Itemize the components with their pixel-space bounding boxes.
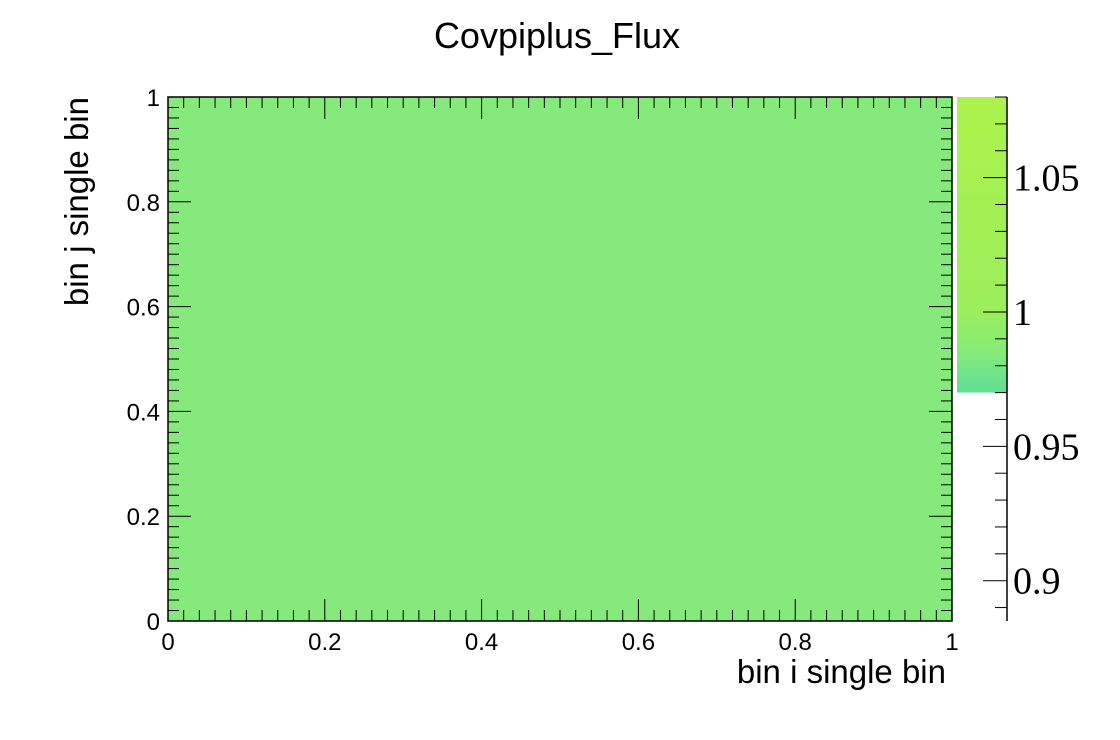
x-tick-label: 0.2 — [308, 629, 341, 656]
chart-title: Covpiplus_Flux — [434, 15, 680, 56]
y-axis-ticks: 0 0.2 0.4 0.6 0.8 1 — [127, 85, 952, 636]
y-tick-label: 0.2 — [127, 504, 160, 531]
y-tick-label: 0.6 — [127, 295, 160, 322]
x-axis-ticks: 0 0.2 0.4 0.6 0.8 1 — [161, 97, 959, 656]
z-tick-label: 1.05 — [1013, 158, 1080, 200]
x-tick-label: 0.8 — [779, 629, 812, 656]
y-tick-label: 0 — [147, 609, 160, 636]
plot-area: 0 0.2 0.4 0.6 0.8 1 0 0.2 0.4 0.6 0.8 1 — [127, 85, 959, 656]
z-tick-label: 0.95 — [1013, 426, 1080, 468]
x-axis-title: bin i single bin — [737, 653, 946, 690]
y-axis-title: bin j single bin — [58, 97, 95, 306]
x-tick-label: 0 — [161, 629, 174, 656]
title-box — [402, 10, 718, 64]
y-tick-label: 0.8 — [127, 190, 160, 217]
color-scale-ticks: 0.9 0.95 1 1.05 — [983, 96, 1080, 609]
z-tick-label: 0.9 — [1013, 561, 1061, 603]
x-tick-label: 0.4 — [465, 629, 498, 656]
y-tick-label: 1 — [147, 85, 160, 112]
x-tick-label: 1 — [945, 629, 958, 656]
z-tick-label: 1 — [1013, 292, 1032, 334]
color-scale: 0.9 0.95 1 1.05 — [957, 96, 1080, 621]
color-scale-bar — [957, 97, 1007, 393]
heatmap-cells — [168, 97, 952, 621]
y-tick-label: 0.4 — [127, 399, 160, 426]
x-tick-label: 0.6 — [622, 629, 655, 656]
